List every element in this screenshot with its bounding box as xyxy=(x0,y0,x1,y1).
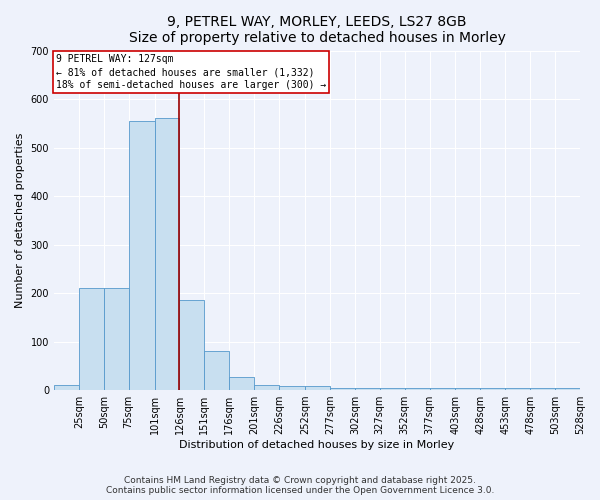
Bar xyxy=(330,388,355,390)
Bar xyxy=(355,388,380,390)
Bar xyxy=(155,118,179,390)
Bar xyxy=(104,288,128,390)
Bar xyxy=(79,288,104,390)
Text: Contains HM Land Registry data © Crown copyright and database right 2025.
Contai: Contains HM Land Registry data © Crown c… xyxy=(106,476,494,495)
Bar xyxy=(205,352,229,390)
Bar xyxy=(455,388,481,390)
Y-axis label: Number of detached properties: Number of detached properties xyxy=(15,132,25,308)
Bar xyxy=(254,385,279,390)
Bar xyxy=(530,388,555,390)
Bar xyxy=(404,388,430,390)
Bar xyxy=(54,385,79,390)
Bar xyxy=(380,388,404,390)
Bar xyxy=(279,386,305,390)
Bar xyxy=(505,388,530,390)
Bar xyxy=(430,388,455,390)
Title: 9, PETREL WAY, MORLEY, LEEDS, LS27 8GB
Size of property relative to detached hou: 9, PETREL WAY, MORLEY, LEEDS, LS27 8GB S… xyxy=(128,15,505,45)
Bar xyxy=(179,300,205,390)
Text: 9 PETREL WAY: 127sqm
← 81% of detached houses are smaller (1,332)
18% of semi-de: 9 PETREL WAY: 127sqm ← 81% of detached h… xyxy=(56,54,326,90)
X-axis label: Distribution of detached houses by size in Morley: Distribution of detached houses by size … xyxy=(179,440,455,450)
Bar xyxy=(229,376,254,390)
Bar xyxy=(305,386,330,390)
Bar xyxy=(128,121,155,390)
Bar xyxy=(481,388,505,390)
Bar xyxy=(555,388,580,390)
